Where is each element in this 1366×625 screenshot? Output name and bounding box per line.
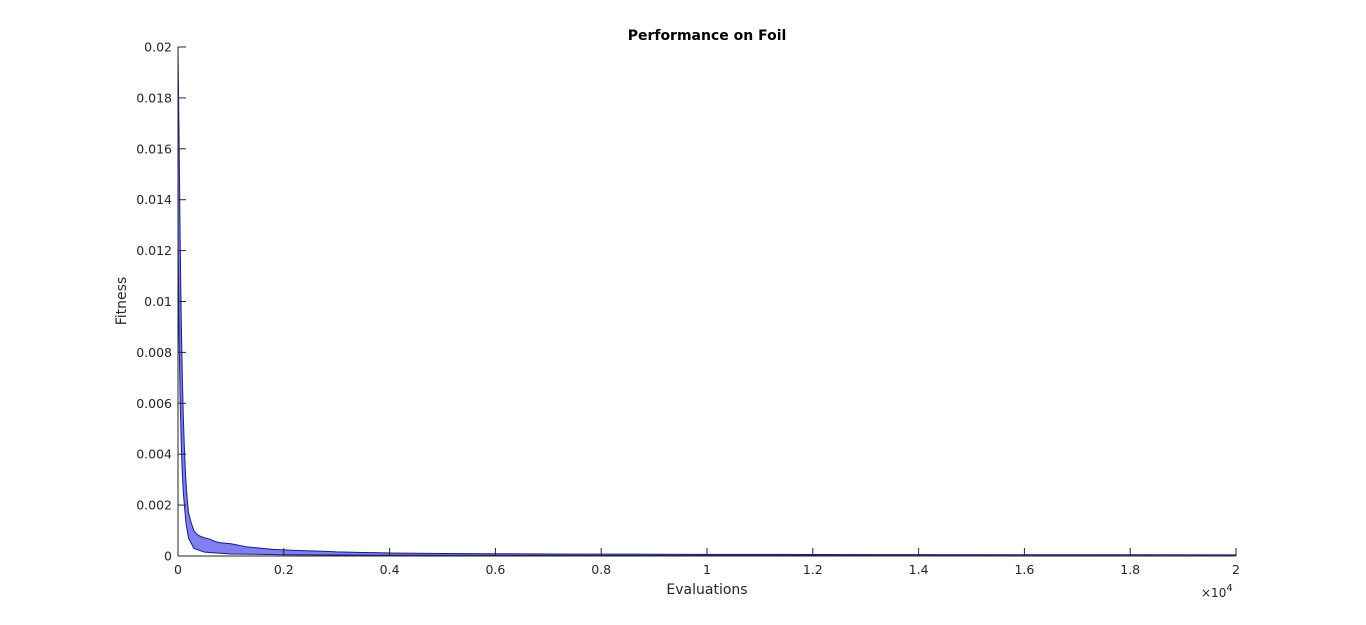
- y-tick-label: 0.008: [136, 345, 172, 360]
- axes: [177, 47, 1236, 557]
- plot-area: [177, 46, 1237, 557]
- y-tick-label: 0.002: [136, 498, 172, 513]
- x-tick-label: 1.6: [1014, 562, 1034, 577]
- fitness-band: [178, 47, 1236, 556]
- y-tick-label: 0.006: [136, 396, 172, 411]
- y-tick-label: 0: [164, 549, 172, 564]
- y-tick-label: 0.014: [136, 192, 172, 207]
- x-tick-label: 0.4: [380, 562, 400, 577]
- chart-title: Performance on Foil: [628, 28, 787, 44]
- x-ticks: 0 0.2 0.4 0.6 0.8 1 1.2 1.4 1.6 1.8 2: [174, 548, 1240, 577]
- x-tick-label: 2: [1232, 562, 1240, 577]
- x-tick-label: 1.4: [909, 562, 929, 577]
- x-tick-label: 1.8: [1120, 562, 1140, 577]
- y-tick-label: 0.004: [136, 447, 172, 462]
- y-axis-label: Fitness: [114, 277, 130, 326]
- y-tick-label: 0.012: [136, 243, 172, 258]
- y-tick-label: 0.018: [136, 90, 172, 105]
- x-tick-label: 0: [174, 562, 182, 577]
- x-axis-exponent-base: ×10: [1201, 586, 1226, 600]
- x-tick-label: 0.2: [274, 562, 294, 577]
- x-axis-exponent: ×104: [1201, 583, 1233, 600]
- fitness-band-upper-line: [177, 46, 1237, 556]
- y-ticks: 0 0.002 0.004 0.006 0.008 0.01 0.012 0.014 0.016…: [136, 40, 186, 564]
- y-tick-label: 0.016: [136, 141, 172, 156]
- y-tick-label: 0.02: [144, 40, 172, 55]
- fitness-band-lower-line: [177, 237, 1237, 557]
- x-axis-label: Evaluations: [666, 582, 747, 598]
- x-tick-label: 0.6: [485, 562, 505, 577]
- y-tick-label: 0.01: [144, 294, 172, 309]
- x-axis-exponent-power: 4: [1226, 583, 1232, 594]
- x-tick-label: 0.8: [591, 562, 611, 577]
- x-tick-label: 1: [703, 562, 711, 577]
- x-tick-label: 1.2: [803, 562, 823, 577]
